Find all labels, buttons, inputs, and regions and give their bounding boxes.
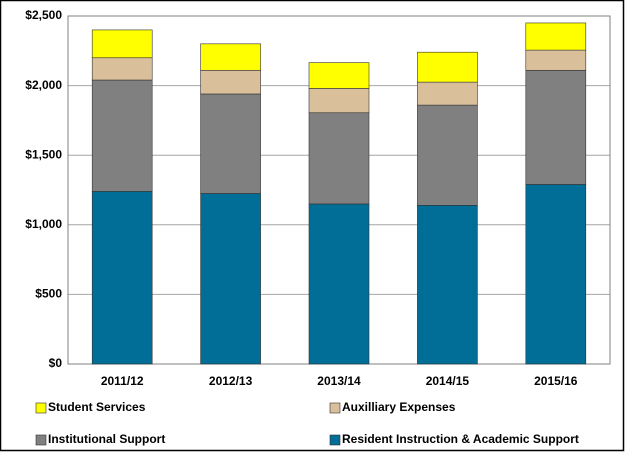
y-tick-label: $0 (49, 356, 63, 370)
bar-segment (417, 104, 478, 206)
legend-swatch (35, 402, 47, 414)
bar-segment (200, 93, 261, 194)
y-tick-label: $500 (35, 287, 62, 301)
x-tick-label: 2011/12 (101, 374, 144, 388)
bar-segment (91, 79, 153, 192)
bar-segment (308, 88, 370, 114)
bar-segment (200, 69, 261, 95)
legend-swatch (35, 434, 47, 446)
y-tick-label: $1,500 (25, 147, 62, 161)
bar-segment (308, 203, 370, 365)
bar-segment (417, 81, 478, 106)
bar-segment (91, 29, 153, 59)
bar-segment (200, 193, 261, 365)
y-tick-label: $2,500 (25, 8, 62, 22)
bar-segment (417, 205, 478, 365)
bar-segment (525, 184, 587, 365)
legend-swatch (329, 434, 341, 446)
x-tick-label: 2015/16 (534, 374, 578, 388)
x-tick-label: 2012/13 (209, 374, 253, 388)
legend-swatch (329, 402, 341, 414)
y-tick-label: $2,000 (25, 78, 62, 92)
bar-segment (308, 112, 370, 205)
bar-segment (308, 62, 370, 89)
bar-segment (91, 191, 153, 365)
legend-label: Resident Instruction & Academic Support (342, 432, 579, 446)
bar-segment (525, 49, 587, 71)
bar-segment (91, 57, 153, 81)
x-tick-label: 2014/15 (426, 374, 470, 388)
bar-segment (525, 22, 587, 51)
legend-label: Institutional Support (48, 432, 165, 446)
x-tick-label: 2013/14 (317, 374, 361, 388)
legend-label: Student Services (48, 400, 146, 414)
bar-segment (525, 69, 587, 185)
bar-segment (200, 43, 261, 71)
legend-label: Auxilliary Expenses (342, 400, 456, 414)
bar-segment (417, 51, 478, 83)
y-tick-label: $1,000 (25, 217, 62, 231)
